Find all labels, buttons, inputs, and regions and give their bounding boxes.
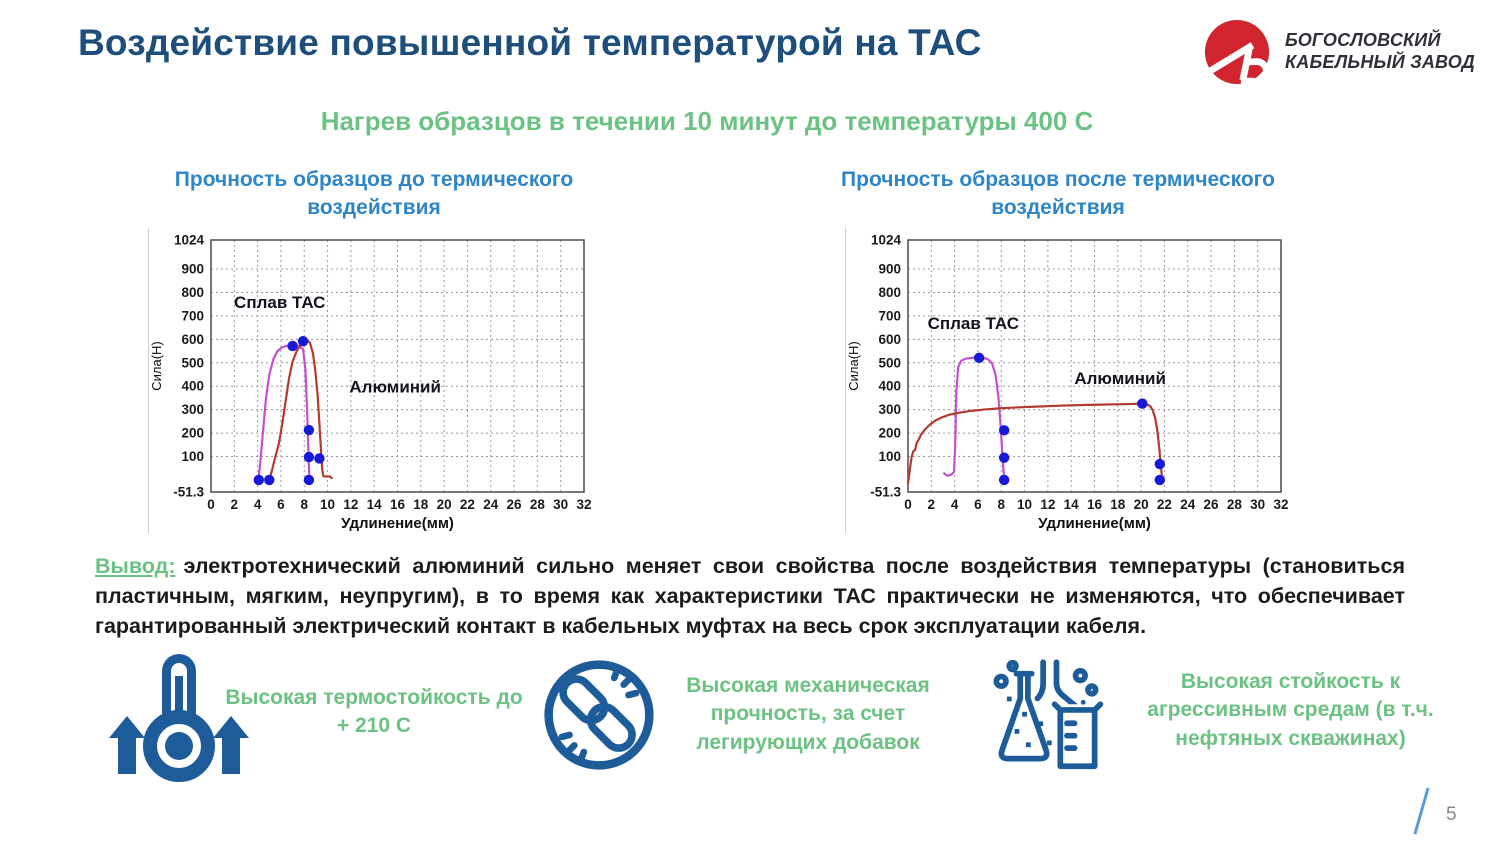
svg-text:10: 10 (320, 497, 335, 512)
svg-text:24: 24 (483, 497, 499, 512)
svg-text:800: 800 (181, 285, 204, 300)
svg-text:4: 4 (254, 497, 262, 512)
svg-text:Алюминий: Алюминий (1074, 369, 1166, 388)
svg-text:12: 12 (343, 497, 358, 512)
svg-text:900: 900 (181, 262, 204, 277)
svg-text:18: 18 (413, 497, 429, 512)
svg-text:100: 100 (878, 449, 901, 464)
conclusion-text: электротехнический алюминий сильно меняе… (95, 554, 1405, 639)
svg-text:700: 700 (181, 308, 204, 323)
svg-text:Сплав ТАС: Сплав ТАС (234, 293, 325, 312)
svg-text:30: 30 (553, 497, 568, 512)
chart-title-after-thermal: Прочность образцов после термического во… (841, 168, 1275, 219)
svg-text:400: 400 (181, 379, 204, 394)
svg-text:2: 2 (231, 497, 239, 512)
svg-text:22: 22 (1157, 497, 1172, 512)
svg-text:14: 14 (1064, 497, 1080, 512)
conclusion-label: Вывод: (95, 554, 176, 578)
svg-text:6: 6 (277, 497, 285, 512)
svg-text:400: 400 (878, 379, 901, 394)
svg-text:Сила(Н): Сила(Н) (149, 341, 164, 391)
svg-text:900: 900 (878, 262, 901, 277)
page-number: 5 (1446, 804, 1457, 825)
svg-text:32: 32 (1273, 497, 1288, 512)
svg-text:20: 20 (1134, 497, 1149, 512)
svg-text:600: 600 (181, 332, 204, 347)
svg-text:100: 100 (181, 449, 204, 464)
chemistry-flasks-icon (993, 659, 1104, 770)
svg-text:4: 4 (951, 497, 959, 512)
svg-text:32: 32 (576, 497, 591, 512)
page-title: Воздействие повышенной температурой на Т… (78, 22, 982, 63)
svg-text:700: 700 (878, 308, 901, 323)
svg-text:16: 16 (390, 497, 406, 512)
svg-text:500: 500 (181, 355, 204, 370)
footer-slash-decoration (1413, 787, 1430, 835)
slide-subtitle: Нагрев образцов в течении 10 минут до те… (320, 106, 1094, 136)
thermometer-up-icon (109, 654, 249, 782)
svg-text:Удлинение(мм): Удлинение(мм) (341, 515, 454, 532)
svg-text:2: 2 (928, 497, 936, 512)
svg-text:0: 0 (207, 497, 215, 512)
svg-text:8: 8 (300, 497, 308, 512)
svg-text:600: 600 (878, 332, 901, 347)
svg-text:28: 28 (1227, 497, 1243, 512)
logo-company-name: БОГОСЛОВСКИЙ КАБЕЛЬНЫЙ ЗАВОД (1285, 30, 1475, 73)
svg-text:26: 26 (1204, 497, 1220, 512)
svg-text:1024: 1024 (174, 233, 205, 248)
svg-text:-51.3: -51.3 (870, 485, 901, 500)
logo-name-line1: БОГОСЛОВСКИЙ (1285, 30, 1441, 51)
svg-text:14: 14 (367, 497, 383, 512)
svg-text:6: 6 (974, 497, 982, 512)
svg-text:500: 500 (878, 355, 901, 370)
broken-chain-icon (544, 660, 654, 770)
svg-text:-51.3: -51.3 (173, 485, 204, 500)
svg-text:1024: 1024 (871, 233, 902, 248)
svg-text:18: 18 (1110, 497, 1126, 512)
company-logo: БОГОСЛОВСКИЙ КАБЕЛЬНЫЙ ЗАВОД (1203, 18, 1475, 86)
chart-title-before-thermal: Прочность образцов до термического возде… (174, 168, 574, 219)
svg-text:22: 22 (460, 497, 475, 512)
svg-text:800: 800 (878, 285, 901, 300)
conclusion-paragraph: Вывод: электротехнический алюминий сильно… (95, 551, 1405, 641)
chart-before-thermal: 0 2 4 6 8 10 12 14 16 18 20 22 24 26 28 30 32 1024 900 800 7… (148, 228, 596, 533)
svg-text:30: 30 (1250, 497, 1265, 512)
feature-text-mechanical-strength: Высокая механическая прочность, за счет … (686, 674, 930, 754)
svg-text:Сплав ТАС: Сплав ТАС (928, 314, 1019, 333)
logo-icon (1204, 19, 1271, 86)
svg-text:Алюминий: Алюминий (349, 377, 441, 396)
svg-text:10: 10 (1017, 497, 1032, 512)
svg-text:28: 28 (530, 497, 546, 512)
feature-text-heat-resistance: Высокая термостойкость до + 210 С (225, 686, 523, 738)
svg-text:16: 16 (1087, 497, 1103, 512)
svg-text:Сила(Н): Сила(Н) (846, 341, 861, 391)
svg-text:Удлинение(мм): Удлинение(мм) (1038, 515, 1151, 532)
chart-canvas: 0 2 4 6 8 10 12 14 16 18 20 22 24 26 28 30 3210249008007… (846, 233, 1289, 533)
svg-text:8: 8 (997, 497, 1005, 512)
feature-text-chemical-resistance: Высокая стойкость к агрессивным средам (… (1147, 670, 1434, 750)
logo-name-line2: КАБЕЛЬНЫЙ ЗАВОД (1285, 52, 1475, 72)
chart-after-thermal: 0 2 4 6 8 10 12 14 16 18 20 22 24 26 28 30 32 1024 900 800 7… (845, 228, 1293, 533)
svg-text:20: 20 (437, 497, 452, 512)
svg-text:12: 12 (1040, 497, 1055, 512)
svg-text:24: 24 (1180, 497, 1196, 512)
svg-text:26: 26 (507, 497, 523, 512)
svg-text:300: 300 (181, 402, 204, 417)
svg-text:300: 300 (878, 402, 901, 417)
svg-text:200: 200 (878, 426, 901, 441)
chart-canvas: 0 2 4 6 8 10 12 14 16 18 20 22 24 26 28 30 3210249008007… (149, 233, 592, 533)
svg-text:200: 200 (181, 426, 204, 441)
svg-text:0: 0 (904, 497, 912, 512)
